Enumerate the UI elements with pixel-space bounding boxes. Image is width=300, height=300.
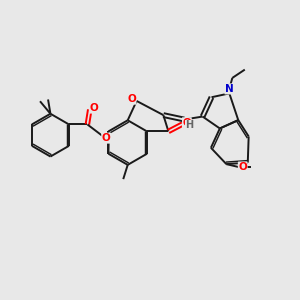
Text: O: O	[90, 103, 98, 113]
Text: H: H	[185, 121, 194, 130]
Text: O: O	[127, 94, 136, 104]
Text: N: N	[225, 84, 234, 94]
Text: O: O	[238, 162, 247, 172]
Text: O: O	[102, 133, 110, 143]
Text: O: O	[182, 118, 191, 128]
